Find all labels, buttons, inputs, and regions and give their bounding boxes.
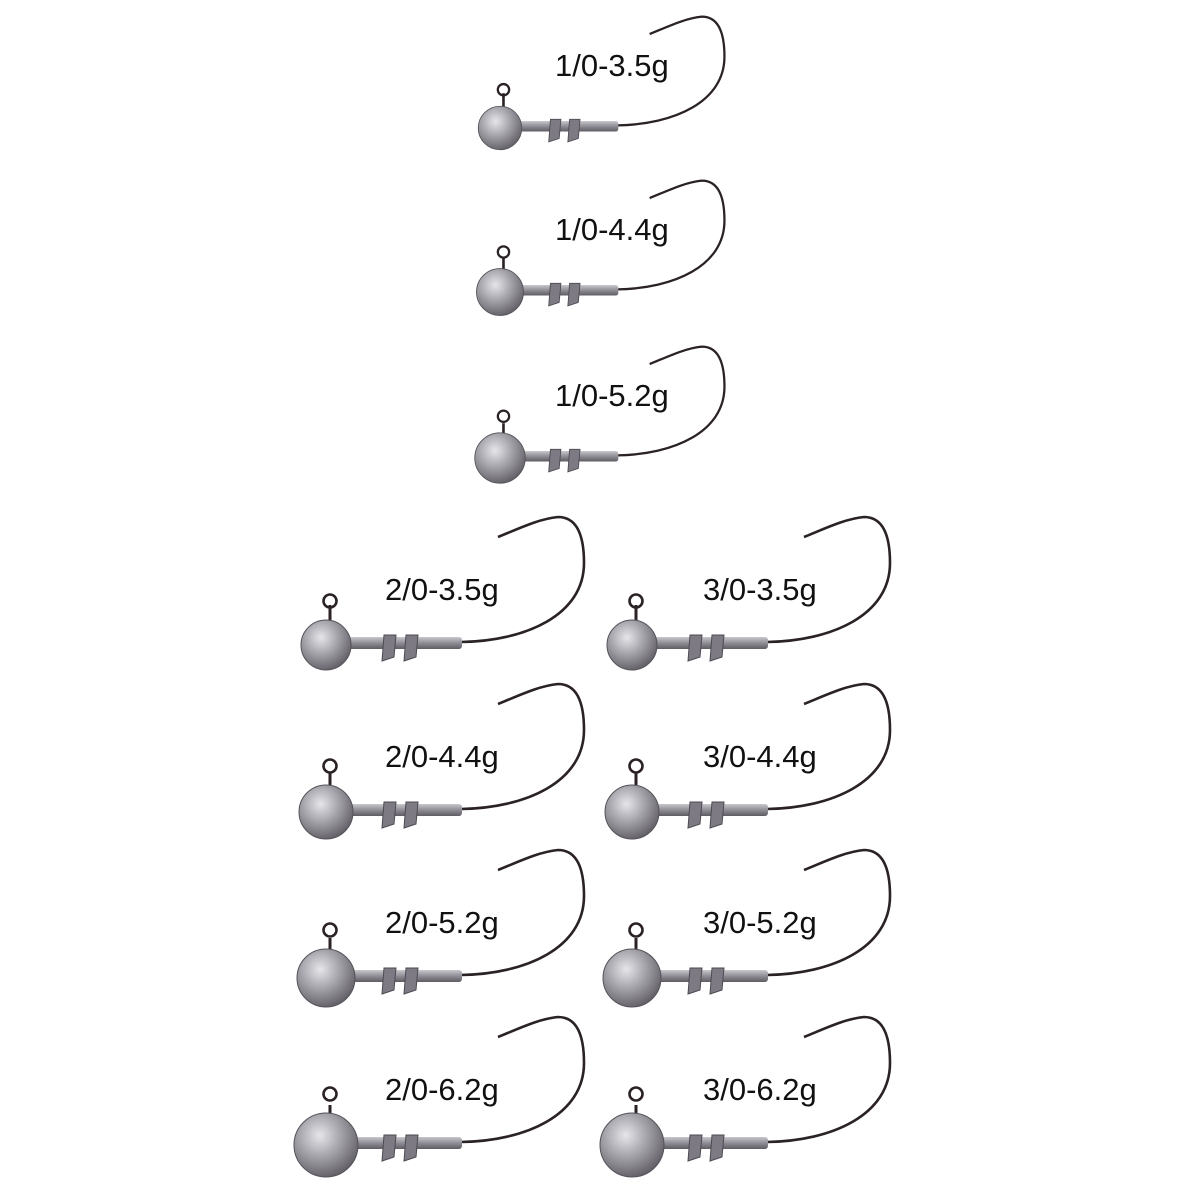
lead-ball-head-icon bbox=[298, 784, 354, 840]
hook-icon bbox=[460, 515, 586, 644]
shank-collar bbox=[518, 121, 619, 132]
product-label: 1/0-4.4g bbox=[555, 212, 669, 247]
jig-head-2/0-6.2g bbox=[293, 1015, 586, 1178]
hook-icon bbox=[766, 848, 892, 977]
jig-head-2/0-4.4g bbox=[298, 682, 586, 840]
bait-keeper-barb-icon bbox=[567, 448, 581, 473]
bait-keeper-barb-icon bbox=[381, 967, 397, 995]
hook-icon bbox=[766, 515, 892, 644]
lead-ball-head-icon bbox=[300, 619, 352, 671]
line-tie-eye-icon bbox=[496, 409, 511, 424]
jig-head-1/0-4.4g bbox=[476, 179, 726, 316]
lead-ball-head-icon bbox=[477, 105, 523, 151]
bait-keeper-barb-icon bbox=[687, 801, 703, 829]
bait-keeper-barb-icon bbox=[687, 1134, 703, 1162]
product-label: 3/0-4.4g bbox=[703, 739, 817, 774]
line-tie-eye-icon bbox=[628, 922, 644, 938]
product-label: 3/0-6.2g bbox=[703, 1072, 817, 1107]
bait-keeper-barb-icon bbox=[403, 967, 419, 995]
shank-collar bbox=[653, 637, 768, 649]
product-label: 1/0-3.5g bbox=[555, 48, 669, 83]
bait-keeper-barb-icon bbox=[709, 1134, 725, 1162]
product-label: 3/0-3.5g bbox=[703, 572, 817, 607]
hook-icon bbox=[766, 682, 892, 811]
product-label: 3/0-5.2g bbox=[703, 905, 817, 940]
jig-head-3/0-6.2g bbox=[599, 1015, 892, 1178]
bait-keeper-barb-icon bbox=[381, 1134, 397, 1162]
hook-icon bbox=[766, 1015, 892, 1144]
bait-keeper-barb-icon bbox=[403, 801, 419, 829]
bait-keeper-barb-icon bbox=[548, 282, 562, 307]
bait-keeper-barb-icon bbox=[403, 1134, 419, 1162]
product-label: 2/0-5.2g bbox=[385, 905, 499, 940]
bait-keeper-barb-icon bbox=[381, 801, 397, 829]
bait-keeper-barb-icon bbox=[403, 634, 419, 662]
lead-ball-head-icon bbox=[476, 268, 524, 316]
lead-ball-head-icon bbox=[296, 948, 356, 1008]
bait-keeper-barb-icon bbox=[687, 967, 703, 995]
bait-keeper-barb-icon bbox=[709, 967, 725, 995]
lead-ball-head-icon bbox=[474, 432, 526, 484]
jig-head-1/0-5.2g bbox=[474, 345, 726, 484]
bait-keeper-barb-icon bbox=[567, 282, 581, 307]
jig-head-2/0-5.2g bbox=[296, 848, 586, 1008]
line-tie-eye-icon bbox=[628, 1086, 644, 1102]
jig-head-3/0-3.5g bbox=[606, 515, 892, 671]
lead-ball-head-icon bbox=[606, 619, 658, 671]
product-label: 2/0-4.4g bbox=[385, 739, 499, 774]
bait-keeper-barb-icon bbox=[709, 634, 725, 662]
line-tie-eye-icon bbox=[496, 82, 511, 97]
hook-icon bbox=[617, 179, 726, 291]
bait-keeper-barb-icon bbox=[548, 448, 562, 473]
product-label: 2/0-6.2g bbox=[385, 1072, 499, 1107]
hook-icon bbox=[460, 1015, 586, 1144]
shank-collar bbox=[347, 637, 462, 649]
hook-icon bbox=[617, 345, 726, 457]
bait-keeper-barb-icon bbox=[687, 634, 703, 662]
line-tie-eye-icon bbox=[322, 758, 338, 774]
jig-head-1/0-3.5g bbox=[477, 15, 726, 151]
hook-icon bbox=[460, 682, 586, 811]
lead-ball-head-icon bbox=[599, 1112, 665, 1178]
lead-ball-head-icon bbox=[293, 1112, 359, 1178]
hook-icon bbox=[617, 15, 726, 127]
line-tie-eye-icon bbox=[322, 593, 338, 609]
hook-icon bbox=[460, 848, 586, 977]
lead-ball-head-icon bbox=[602, 948, 662, 1008]
bait-keeper-barb-icon bbox=[381, 634, 397, 662]
bait-keeper-barb-icon bbox=[567, 118, 581, 143]
jig-head-3/0-5.2g bbox=[602, 848, 892, 1008]
lead-ball-head-icon bbox=[604, 784, 660, 840]
product-label: 2/0-3.5g bbox=[385, 572, 499, 607]
product-label: 1/0-5.2g bbox=[555, 378, 669, 413]
bait-keeper-barb-icon bbox=[709, 801, 725, 829]
bait-keeper-barb-icon bbox=[548, 118, 562, 143]
line-tie-eye-icon bbox=[628, 758, 644, 774]
line-tie-eye-icon bbox=[628, 593, 644, 609]
jig-head-3/0-4.4g bbox=[604, 682, 892, 840]
line-tie-eye-icon bbox=[496, 245, 511, 259]
line-tie-eye-icon bbox=[322, 1086, 338, 1102]
line-tie-eye-icon bbox=[322, 922, 338, 938]
jig-head-2/0-3.5g bbox=[300, 515, 586, 671]
